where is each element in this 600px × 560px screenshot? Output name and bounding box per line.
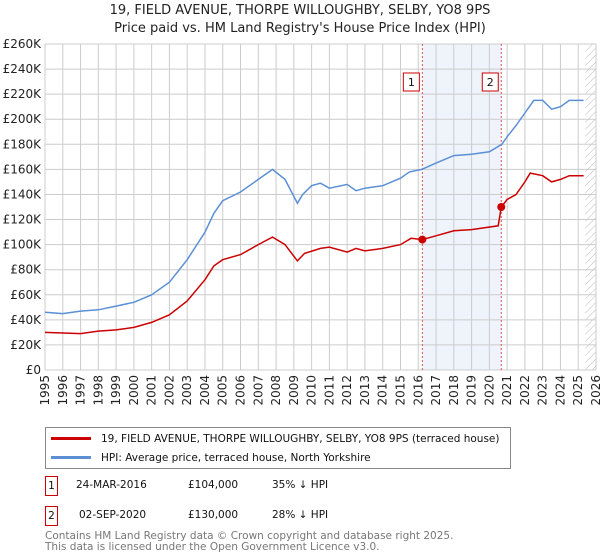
x-tick-label: 2023 (536, 375, 550, 406)
transaction-hpi: 35% ↓ HPI (272, 479, 329, 491)
sale-point (497, 203, 506, 211)
x-tick-label: 2004 (198, 375, 212, 406)
x-tick-label: 1998 (91, 375, 105, 406)
x-tick-label: 1999 (109, 375, 123, 406)
x-tick-label: 2012 (340, 375, 354, 406)
x-tick-label: 2022 (518, 375, 532, 406)
legend-hpi-swatch (51, 456, 91, 459)
x-tick-label: 2008 (269, 375, 283, 406)
series-line (44, 172, 584, 335)
x-tick-label: 2013 (358, 375, 372, 406)
footer: Contains HM Land Registry data © Crown c… (45, 531, 453, 553)
x-tick-label: 2010 (305, 375, 319, 406)
transaction-date: 24-MAR-2016 (76, 479, 147, 491)
sale-badge-label: 1 (408, 76, 415, 89)
forecast-hatch (585, 44, 596, 370)
transaction-row: 2 02-SEP-2020 £130,000 28% ↓ HPI (45, 506, 545, 526)
y-tick-label: £260K (3, 37, 43, 51)
legend-property-swatch (51, 437, 91, 440)
y-tick-label: £0 (26, 363, 41, 377)
sale-point (418, 235, 427, 244)
y-tick-label: £40K (10, 313, 42, 327)
y-tick-label: £60K (10, 288, 42, 302)
transaction-badge: 2 (45, 506, 58, 526)
y-tick-label: £220K (3, 87, 43, 101)
x-tick-label: 2025 (571, 375, 585, 406)
x-tick-label: 2003 (180, 375, 194, 406)
transaction-badge: 1 (45, 476, 58, 496)
x-tick-label: 2016 (411, 375, 425, 406)
x-tick-label: 1995 (38, 375, 52, 406)
x-tick-label: 2026 (589, 375, 600, 406)
x-tick-label: 2005 (216, 375, 230, 406)
y-tick-label: £100K (3, 238, 43, 252)
footer-licence: This data is licensed under the Open Gov… (45, 541, 380, 553)
y-tick-label: £20K (10, 338, 42, 352)
legend-hpi-label: HPI: Average price, terraced house, Nort… (101, 451, 371, 464)
transaction-hpi: 28% ↓ HPI (272, 509, 329, 521)
x-tick-label: 2014 (376, 375, 390, 406)
chart-subtitle: Price paid vs. HM Land Registry's House … (114, 21, 486, 36)
sale-period-shade (422, 44, 502, 370)
transaction-row: 1 24-MAR-2016 £104,000 35% ↓ HPI (45, 476, 545, 496)
sale-badge (481, 72, 499, 92)
x-tick-label: 2001 (145, 375, 159, 406)
x-tick-label: 2007 (251, 375, 265, 406)
x-tick-label: 2011 (322, 375, 336, 406)
x-tick-label: 2020 (482, 375, 496, 406)
transaction-price: £104,000 (188, 479, 239, 491)
x-tick-label: 2009 (287, 375, 301, 406)
y-tick-label: £200K (3, 112, 43, 126)
x-tick-label: 2017 (429, 375, 443, 406)
x-tick-label: 2021 (500, 375, 514, 406)
x-tick-label: 2015 (393, 375, 407, 406)
footer-copyright: Contains HM Land Registry data © Crown c… (45, 530, 454, 542)
y-tick-label: £180K (3, 137, 43, 151)
y-tick-label: £140K (3, 187, 43, 201)
legend: 19, FIELD AVENUE, THORPE WILLOUGHBY, SEL… (45, 427, 511, 469)
x-tick-label: 2000 (127, 375, 141, 406)
sale-badge-label: 2 (487, 76, 494, 89)
y-tick-label: £80K (10, 263, 42, 277)
x-tick-label: 2002 (162, 375, 176, 406)
y-tick-label: £160K (3, 162, 43, 176)
x-tick-label: 2019 (465, 375, 479, 406)
x-tick-label: 2006 (234, 375, 248, 406)
y-tick-label: £240K (3, 62, 43, 76)
series-line (44, 99, 584, 315)
y-tick-label: £120K (3, 213, 43, 227)
x-tick-label: 2018 (447, 375, 461, 406)
x-tick-label: 1997 (74, 375, 88, 406)
sale-badge (402, 72, 420, 92)
chart-title: 19, FIELD AVENUE, THORPE WILLOUGHBY, SEL… (109, 3, 491, 18)
x-tick-label: 1996 (56, 375, 70, 406)
legend-property-label: 19, FIELD AVENUE, THORPE WILLOUGHBY, SEL… (101, 432, 500, 445)
transaction-price: £130,000 (188, 509, 239, 521)
x-tick-label: 2024 (553, 375, 567, 406)
price-chart: £0 £20K £40K £60K £80K £100K £120K £140K £160K £1… (3, 37, 600, 406)
transaction-date: 02-SEP-2020 (79, 509, 147, 521)
